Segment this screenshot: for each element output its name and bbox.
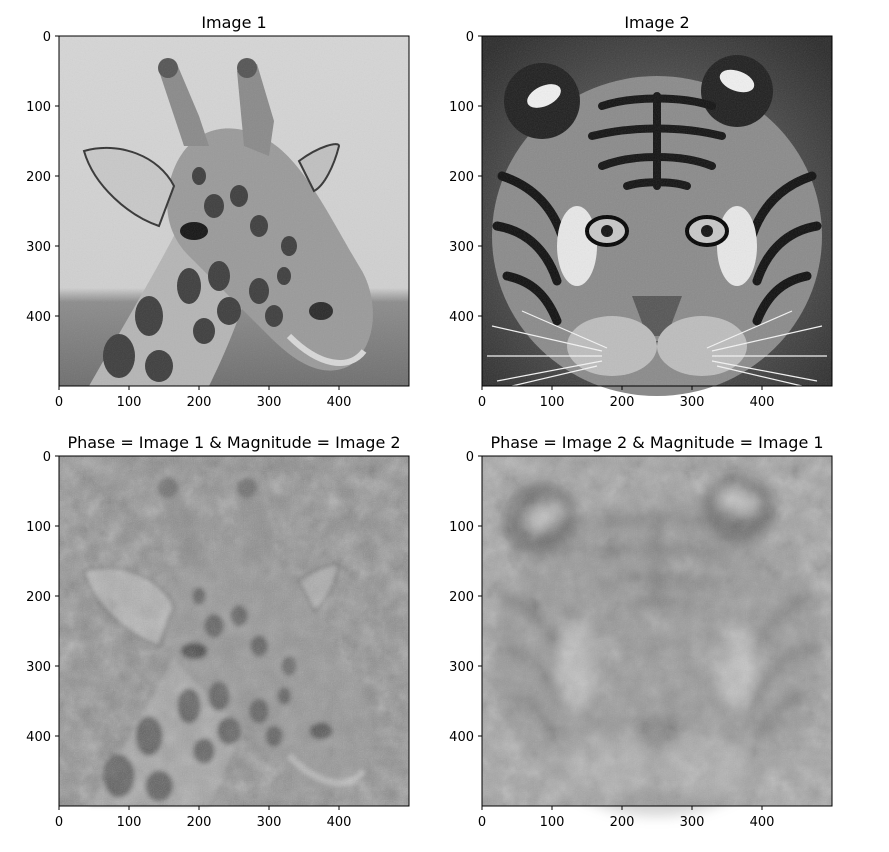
panel-1-title: Image 1 bbox=[201, 13, 266, 32]
axes-frame bbox=[58, 455, 410, 807]
x-tick-label: 200 bbox=[187, 395, 212, 410]
x-tick-label: 0 bbox=[478, 815, 486, 830]
x-tick-label: 300 bbox=[257, 815, 282, 830]
y-tick-label: 400 bbox=[449, 310, 474, 325]
x-tick-label: 100 bbox=[540, 395, 565, 410]
y-tick-label: 300 bbox=[26, 240, 51, 255]
y-tick-label: 100 bbox=[26, 100, 51, 115]
y-tick-label: 100 bbox=[26, 520, 51, 535]
panel-image-1: Image 1 0 100 200 300 400 0 100 200 300 400 bbox=[26, 13, 410, 410]
y-tick-label: 200 bbox=[26, 170, 51, 185]
x-ticks: 0 100 200 300 400 bbox=[478, 806, 775, 830]
y-tick-label: 400 bbox=[26, 730, 51, 745]
tiger-image bbox=[482, 36, 832, 396]
x-ticks: 0 100 200 300 400 bbox=[55, 806, 352, 830]
y-tick-label: 0 bbox=[466, 450, 474, 465]
x-tick-label: 100 bbox=[540, 815, 565, 830]
axes-frame bbox=[481, 455, 833, 807]
x-tick-label: 400 bbox=[750, 815, 775, 830]
panel-2-title: Image 2 bbox=[624, 13, 689, 32]
y-tick-label: 400 bbox=[26, 310, 51, 325]
y-tick-label: 0 bbox=[43, 30, 51, 45]
x-tick-label: 0 bbox=[55, 395, 63, 410]
y-tick-label: 300 bbox=[449, 240, 474, 255]
y-tick-label: 200 bbox=[449, 590, 474, 605]
panel-image-2: Image 2 0 100 200 300 400 0 100 200 300 400 bbox=[449, 13, 833, 410]
y-tick-label: 100 bbox=[449, 100, 474, 115]
panel-4-title: Phase = Image 2 & Magnitude = Image 1 bbox=[490, 433, 823, 452]
giraffe-image bbox=[59, 36, 409, 386]
axes-frame bbox=[58, 35, 410, 387]
panel-3-title: Phase = Image 1 & Magnitude = Image 2 bbox=[67, 433, 400, 452]
x-tick-label: 300 bbox=[680, 815, 705, 830]
tiger-reconstruction-image bbox=[482, 456, 832, 816]
x-tick-label: 300 bbox=[257, 395, 282, 410]
y-ticks: 0 100 200 300 400 bbox=[449, 30, 482, 325]
y-tick-label: 200 bbox=[449, 170, 474, 185]
y-tick-label: 300 bbox=[26, 660, 51, 675]
x-tick-label: 200 bbox=[187, 815, 212, 830]
y-tick-label: 0 bbox=[466, 30, 474, 45]
x-tick-label: 200 bbox=[610, 815, 635, 830]
y-tick-label: 400 bbox=[449, 730, 474, 745]
x-tick-label: 200 bbox=[610, 395, 635, 410]
y-tick-label: 300 bbox=[449, 660, 474, 675]
panel-phase-1-magnitude-2: Phase = Image 1 & Magnitude = Image 2 0 1… bbox=[26, 433, 410, 830]
x-tick-label: 300 bbox=[680, 395, 705, 410]
panel-phase-2-magnitude-1: Phase = Image 2 & Magnitude = Image 1 0 1… bbox=[449, 433, 833, 830]
x-tick-label: 100 bbox=[117, 815, 142, 830]
y-tick-label: 200 bbox=[26, 590, 51, 605]
x-tick-label: 400 bbox=[327, 815, 352, 830]
axes-frame bbox=[481, 35, 833, 387]
x-tick-label: 0 bbox=[55, 815, 63, 830]
x-tick-label: 400 bbox=[750, 395, 775, 410]
y-tick-label: 0 bbox=[43, 450, 51, 465]
y-ticks: 0 100 200 300 400 bbox=[449, 450, 482, 745]
y-ticks: 0 100 200 300 400 bbox=[26, 30, 59, 325]
x-tick-label: 0 bbox=[478, 395, 486, 410]
x-ticks: 0 100 200 300 400 bbox=[478, 386, 775, 410]
giraffe-reconstruction-image bbox=[59, 456, 409, 806]
x-ticks: 0 100 200 300 400 bbox=[55, 386, 352, 410]
y-ticks: 0 100 200 300 400 bbox=[26, 450, 59, 745]
y-tick-label: 100 bbox=[449, 520, 474, 535]
x-tick-label: 400 bbox=[327, 395, 352, 410]
x-tick-label: 100 bbox=[117, 395, 142, 410]
